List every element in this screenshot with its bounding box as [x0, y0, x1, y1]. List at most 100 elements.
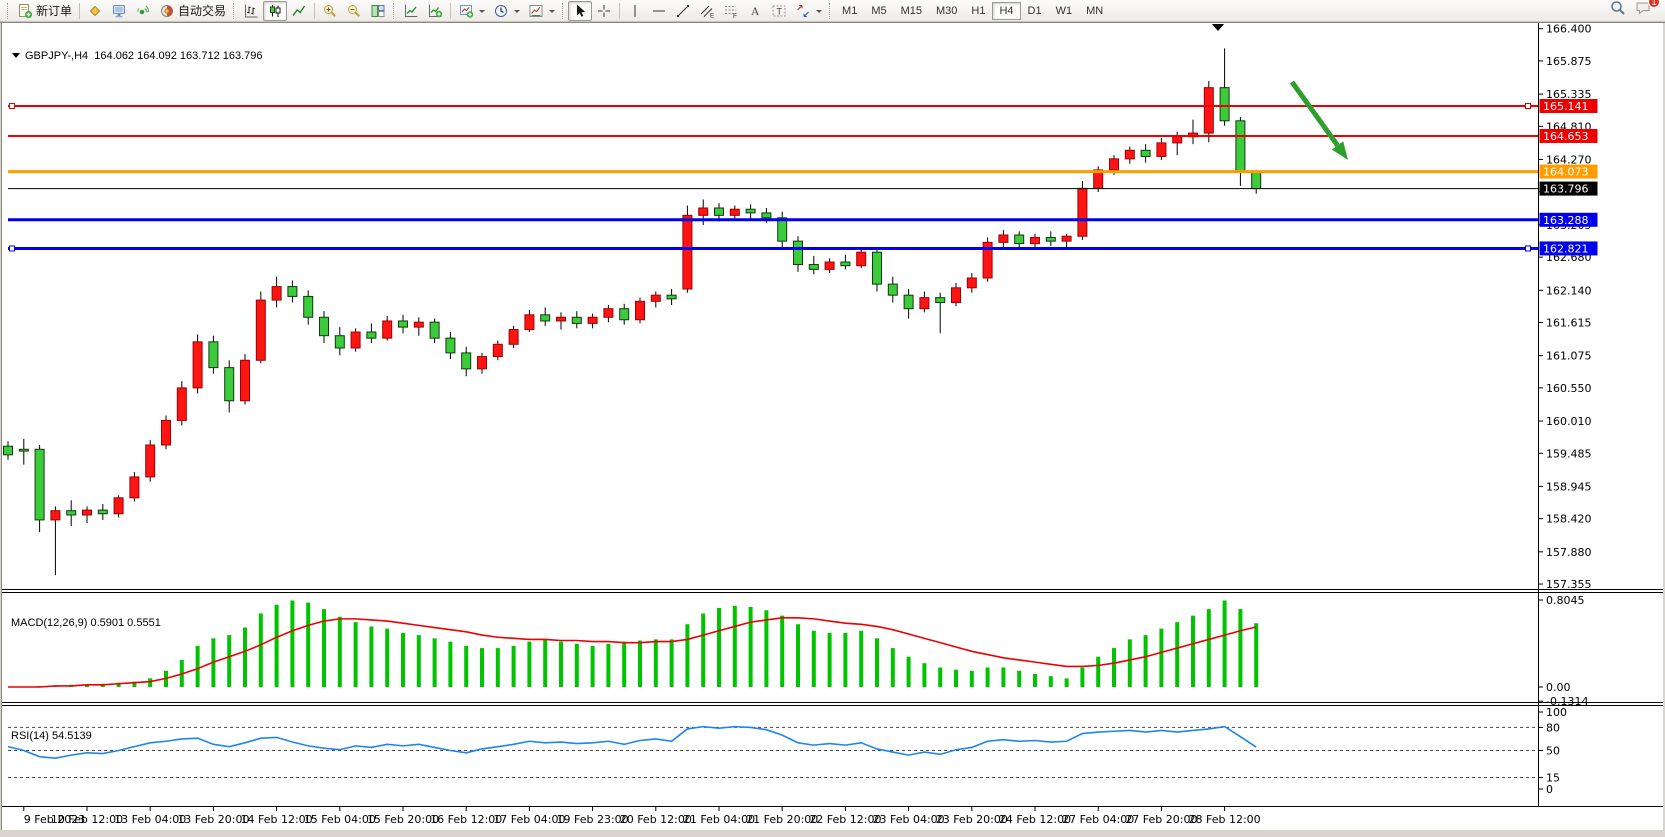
indicators-icon [405, 4, 418, 17]
svg-text:0.8045: 0.8045 [1546, 594, 1585, 607]
panel-frames [2, 23, 1663, 807]
price-axis[interactable]: 166.400165.875165.335164.810164.270163.7… [1538, 23, 1598, 591]
svg-text:162.140: 162.140 [1546, 284, 1592, 297]
toolbar-grip[interactable] [393, 2, 396, 19]
timeframe-h4[interactable]: H4 [992, 1, 1021, 20]
market-watch-icon [113, 4, 126, 17]
toolbar-grip[interactable] [562, 2, 565, 19]
fibonacci-button[interactable]: F [719, 1, 743, 21]
line-chart-button[interactable] [287, 1, 311, 21]
svg-text:19 Feb 23:00: 19 Feb 23:00 [557, 813, 629, 826]
svg-text:157.880: 157.880 [1546, 546, 1592, 559]
equidistant-channel-icon: E [700, 5, 715, 19]
macd-indicator-label: MACD(12,26,9) 0.5901 0.5551 [11, 617, 161, 629]
autotrading-button[interactable]: 自动交易 [155, 1, 230, 21]
chart-window[interactable]: 166.400165.875165.335164.810164.270163.7… [0, 22, 1665, 837]
profiles-icon [89, 5, 101, 16]
svg-text:13 Feb 20:00: 13 Feb 20:00 [177, 813, 249, 826]
chart-canvas[interactable]: 166.400165.875165.335164.810164.270163.7… [0, 22, 1665, 837]
new-order-button[interactable]: 新订单 [13, 1, 76, 21]
notifications-button[interactable]: 1 [1635, 0, 1660, 21]
text-button[interactable]: A [743, 1, 767, 21]
svg-text:23 Feb 20:00: 23 Feb 20:00 [936, 813, 1008, 826]
macd-panel[interactable]: 0.8045 0.00-0.1314 [8, 594, 1588, 708]
new-order-icon [19, 3, 33, 18]
candlestick-chart-button[interactable] [263, 0, 288, 21]
profiles-button[interactable] [83, 1, 107, 21]
svg-text:28 Feb 12:00: 28 Feb 12:00 [1189, 813, 1261, 826]
timeframe-m5[interactable]: M5 [871, 4, 887, 17]
chart-info-line[interactable]: GBPJPY-,H4 164.062 164.092 163.712 163.7… [12, 49, 263, 62]
text-label-button[interactable]: T [767, 1, 791, 21]
svg-text:164.653: 164.653 [1543, 130, 1589, 143]
vertical-line-button[interactable] [623, 1, 647, 21]
notification-badge: 1 [1648, 0, 1660, 8]
svg-text:A: A [751, 6, 760, 18]
new-chart-icon [460, 4, 474, 18]
svg-text:10 Feb 12:00: 10 Feb 12:00 [51, 813, 123, 826]
zoom-out-button[interactable] [342, 1, 366, 21]
rsi-panel[interactable]: 100 80 50 150 [7, 706, 1567, 796]
new-order-label: 新订单 [36, 4, 73, 18]
svg-text:100: 100 [1546, 706, 1567, 719]
svg-text:50: 50 [1546, 745, 1560, 758]
svg-text:165.875: 165.875 [1546, 55, 1592, 68]
svg-text:27 Feb 04:00: 27 Feb 04:00 [1062, 813, 1134, 826]
timeframe-m1[interactable]: M1 [842, 4, 858, 17]
crosshair-button[interactable] [592, 1, 616, 21]
bar-chart-icon [245, 4, 258, 17]
svg-text:24 Feb 12:00: 24 Feb 12:00 [999, 813, 1071, 826]
toolbar-grip[interactable] [233, 2, 236, 19]
svg-text:165.335: 165.335 [1546, 88, 1592, 101]
svg-text:27 Feb 20:00: 27 Feb 20:00 [1125, 813, 1197, 826]
tile-windows-button[interactable] [366, 1, 390, 21]
market-watch-button[interactable] [107, 1, 131, 21]
horizontal-line-button[interactable] [647, 1, 671, 21]
indicators-button[interactable] [399, 1, 423, 21]
trend-arrow[interactable] [1289, 80, 1348, 160]
text-label-icon: T [772, 5, 786, 16]
crosshair-icon [598, 4, 611, 17]
arrows-button[interactable] [791, 1, 826, 21]
svg-text:161.615: 161.615 [1546, 316, 1592, 329]
search-button[interactable] [1609, 0, 1627, 22]
toolbar-grip[interactable] [7, 2, 10, 19]
svg-text:15 Feb 20:00: 15 Feb 20:00 [367, 813, 439, 826]
chevron-down-icon [514, 9, 521, 16]
trendline-button[interactable] [671, 1, 695, 21]
chart-shift-marker-icon[interactable] [1212, 24, 1224, 31]
search-icon [1611, 1, 1625, 15]
svg-text:T: T [777, 6, 783, 16]
svg-text:161.075: 161.075 [1546, 350, 1592, 363]
svg-text:164.073: 164.073 [1543, 166, 1589, 179]
templates-button[interactable] [524, 1, 559, 21]
toolbar: 新订单 [0, 0, 1665, 22]
timeframe-m15[interactable]: M15 [900, 4, 922, 17]
trendline-icon [677, 4, 690, 17]
separator [79, 2, 81, 19]
svg-text:0.00: 0.00 [1546, 681, 1571, 694]
svg-text:163.288: 163.288 [1543, 214, 1589, 227]
equidistant-channel-button[interactable]: E [695, 1, 719, 21]
toolbar-grip[interactable] [829, 2, 832, 19]
timeframe-m30[interactable]: M30 [936, 4, 958, 17]
new-chart-button[interactable] [454, 1, 489, 21]
rsi-indicator-label: RSI(14) 54.5139 [11, 730, 92, 742]
indicator-list-button[interactable] [423, 1, 447, 21]
svg-text:23 Feb 04:00: 23 Feb 04:00 [873, 813, 945, 826]
bar-chart-button[interactable] [239, 1, 263, 21]
main-chart-plot[interactable] [3, 48, 1262, 576]
data-window-button[interactable] [131, 1, 155, 21]
horizontal-lines[interactable] [8, 103, 1538, 252]
chevron-down-icon [549, 9, 556, 16]
cursor-button[interactable] [568, 0, 593, 21]
timeframe-d1[interactable]: D1 [1027, 4, 1042, 17]
timeframe-w1[interactable]: W1 [1055, 4, 1073, 17]
zoom-in-button[interactable] [318, 1, 342, 21]
timeframe-mn[interactable]: MN [1086, 4, 1104, 17]
periods-button[interactable] [489, 1, 524, 21]
timeframe-h1[interactable]: H1 [971, 4, 986, 17]
svg-text:158.945: 158.945 [1546, 480, 1592, 493]
